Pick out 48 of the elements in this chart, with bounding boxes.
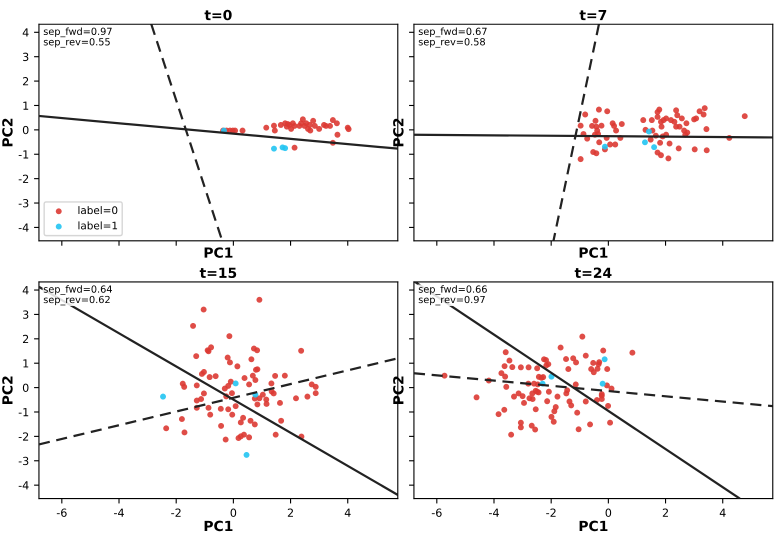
- y-axis-title: PC2: [393, 118, 404, 146]
- annotation: sep_fwd=0.97 sep_rev=0.55: [44, 28, 112, 48]
- chart-title: t=7: [580, 10, 606, 20]
- y-tick-label: 0: [22, 384, 28, 392]
- annotation: sep_fwd=0.64 sep_rev=0.62: [44, 285, 112, 306]
- y-axis-title: PC2: [393, 376, 404, 404]
- x-tick-label: -6: [432, 508, 442, 517]
- legend-label: label=1: [78, 221, 118, 230]
- x-tick-label: 2: [662, 508, 668, 517]
- y-tick-label: -2: [18, 432, 28, 441]
- x-axis-title: PC1: [204, 520, 232, 532]
- y-axis-title: PC2: [2, 376, 13, 404]
- x-tick-label: 4: [344, 508, 351, 517]
- y-tick-label: 0: [22, 126, 28, 134]
- x-tick-label: -6: [56, 508, 67, 517]
- y-tick-label: -3: [18, 456, 28, 466]
- x-tick-label: -4: [488, 508, 499, 517]
- y-tick-label: 3: [23, 52, 28, 62]
- y-tick-label: -2: [18, 174, 28, 183]
- chart-title: t=15: [200, 268, 236, 278]
- x-axis-title: PC1: [580, 247, 608, 258]
- annotation: sep_fwd=0.67 sep_rev=0.58: [418, 28, 487, 48]
- chart-title: t=0: [204, 10, 232, 20]
- x-tick-label: -4: [114, 508, 124, 517]
- y-tick-label: -1: [18, 408, 28, 416]
- x-tick-label: -2: [546, 508, 556, 517]
- legend-label: label=0: [78, 206, 118, 214]
- y-tick-label: 3: [23, 310, 28, 319]
- x-tick-label: 4: [720, 508, 726, 517]
- x-axis-title: PC1: [204, 247, 232, 258]
- chart-title: t=24: [574, 268, 612, 278]
- y-tick-label: 4: [22, 28, 29, 37]
- x-axis-title: PC1: [580, 520, 608, 532]
- y-tick-label: 1: [23, 359, 28, 368]
- y-tick-label: -3: [18, 199, 28, 208]
- y-axis-title: PC2: [2, 118, 13, 146]
- y-tick-label: -4: [18, 481, 29, 490]
- x-tick-label: -2: [171, 508, 181, 517]
- y-tick-label: 2: [22, 334, 28, 344]
- x-tick-label: 0: [606, 508, 612, 517]
- y-tick-label: -4: [18, 224, 29, 232]
- annotation: sep_fwd=0.66 sep_rev=0.97: [418, 285, 487, 306]
- x-tick-label: 0: [230, 508, 236, 517]
- y-tick-label: 4: [22, 286, 29, 294]
- y-tick-label: 1: [23, 102, 28, 110]
- y-tick-label: 2: [22, 77, 28, 86]
- x-tick-label: 2: [288, 508, 293, 517]
- y-tick-label: -1: [18, 150, 28, 158]
